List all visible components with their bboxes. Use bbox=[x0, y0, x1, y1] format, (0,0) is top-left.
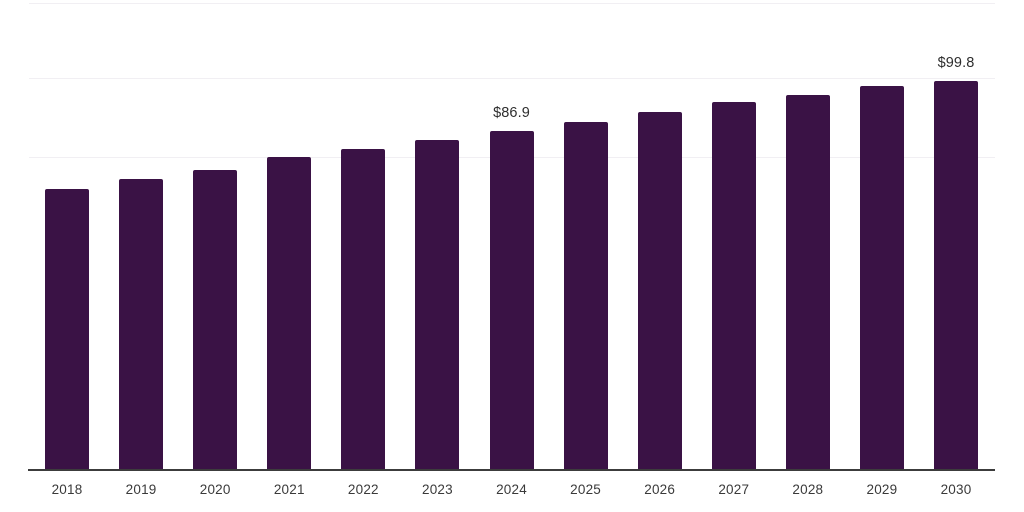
x-axis-line bbox=[28, 469, 995, 471]
bar-2025[interactable] bbox=[563, 121, 608, 470]
x-tick-label-2028: 2028 bbox=[792, 482, 824, 497]
bar-column-2030[interactable]: $99.8 bbox=[934, 0, 978, 470]
bar-column-2019[interactable] bbox=[119, 0, 164, 470]
x-tick-label-2030: 2030 bbox=[940, 482, 972, 497]
gridline bbox=[29, 78, 995, 79]
bar-2020[interactable] bbox=[193, 169, 238, 470]
bar-2021[interactable] bbox=[267, 157, 312, 470]
bar-column-2029[interactable] bbox=[859, 0, 904, 470]
bar-2023[interactable] bbox=[415, 139, 460, 470]
x-tick-label-2026: 2026 bbox=[644, 482, 676, 497]
bar-2026[interactable] bbox=[637, 112, 682, 470]
bar-column-2021[interactable] bbox=[267, 0, 312, 470]
x-tick-label-2029: 2029 bbox=[866, 482, 898, 497]
bar-value-label-2024: $86.9 bbox=[493, 105, 530, 122]
bar-column-2018[interactable] bbox=[45, 0, 89, 470]
x-tick-label-2020: 2020 bbox=[199, 482, 231, 497]
x-tick-label-2018: 2018 bbox=[51, 482, 83, 497]
bar-2018[interactable] bbox=[45, 188, 89, 470]
gridline bbox=[29, 3, 995, 4]
x-tick-label-2021: 2021 bbox=[273, 482, 305, 497]
bar-2028[interactable] bbox=[785, 95, 830, 470]
bar-2022[interactable] bbox=[341, 148, 386, 470]
x-tick-label-2024: 2024 bbox=[496, 482, 527, 497]
plot-area: $86.9 $99.8 bbox=[29, 0, 995, 470]
bar-column-2025[interactable] bbox=[563, 0, 608, 470]
bar-column-2026[interactable] bbox=[637, 0, 682, 470]
x-tick-label-2022: 2022 bbox=[347, 482, 379, 497]
bar-value-label-2030: $99.8 bbox=[937, 55, 975, 71]
x-tick-label-2019: 2019 bbox=[125, 482, 157, 497]
bar-column-2028[interactable] bbox=[785, 0, 830, 470]
x-tick-label-2025: 2025 bbox=[570, 482, 601, 497]
bar-column-2022[interactable] bbox=[341, 0, 386, 470]
x-tick-label-2027: 2027 bbox=[718, 482, 750, 497]
x-tick-label-2023: 2023 bbox=[421, 482, 453, 497]
bar-column-2024[interactable]: $86.9 bbox=[489, 0, 534, 470]
bar-2029[interactable] bbox=[859, 86, 904, 470]
bar-column-2020[interactable] bbox=[193, 0, 238, 470]
bar-2030[interactable] bbox=[934, 81, 978, 470]
bar-column-2023[interactable] bbox=[415, 0, 460, 470]
bar-column-2027[interactable] bbox=[711, 0, 756, 470]
bar-2019[interactable] bbox=[119, 178, 164, 470]
bar-2024[interactable] bbox=[489, 131, 534, 470]
bar-2027[interactable] bbox=[711, 102, 756, 470]
